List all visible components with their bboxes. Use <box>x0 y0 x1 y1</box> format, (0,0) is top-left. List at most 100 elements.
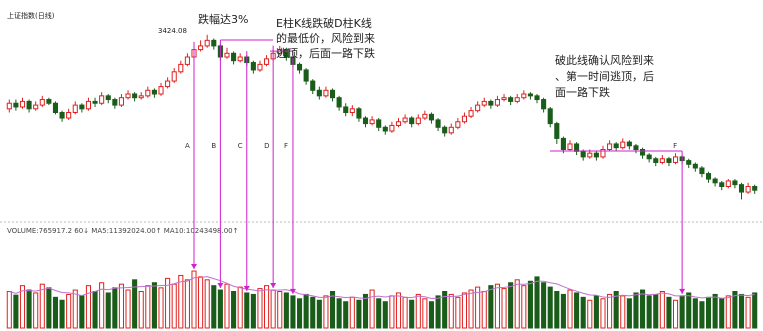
volume-bar <box>105 292 111 329</box>
volume-bar <box>211 285 217 329</box>
candle-body <box>554 123 560 139</box>
candle-body <box>593 152 599 158</box>
candle <box>640 147 646 159</box>
candle-body <box>567 143 573 150</box>
candle <box>316 86 322 100</box>
candle-body <box>527 93 533 97</box>
candle <box>250 60 256 74</box>
candle-body <box>422 113 428 119</box>
volume-bar <box>283 292 289 329</box>
candle <box>395 118 402 128</box>
candle-body <box>738 184 745 193</box>
volume-bar <box>732 291 738 329</box>
candle-body <box>475 104 481 112</box>
volume-bar <box>600 298 606 329</box>
volume-bar <box>468 289 474 329</box>
volume-bar <box>369 289 375 329</box>
candle <box>633 143 639 154</box>
candle <box>501 94 507 102</box>
volume-bar <box>329 291 336 329</box>
candle-body <box>620 141 626 149</box>
volume-ma-line <box>9 276 755 300</box>
volume-label: VOLUME:765917.2 60↓ MA5:11392024.00↑ MA1… <box>7 227 239 235</box>
volume-bar <box>587 299 593 329</box>
candle <box>593 151 599 161</box>
volume-bar <box>13 294 19 329</box>
candle-body <box>303 69 309 82</box>
candle-body <box>296 63 303 71</box>
volume-bar <box>481 291 487 329</box>
candle-body <box>541 99 547 110</box>
candle <box>362 116 369 128</box>
candle-body <box>448 126 454 134</box>
candle <box>6 99 12 113</box>
volume-bar <box>52 296 59 329</box>
candle-body <box>59 112 65 119</box>
volume-bar <box>527 280 533 329</box>
candle <box>686 158 692 168</box>
candle-body <box>699 167 705 175</box>
candle-body <box>514 97 520 102</box>
candle <box>72 101 78 115</box>
volume-bar <box>389 295 395 329</box>
volume-bar <box>46 287 52 329</box>
volume-bar <box>171 283 177 329</box>
candle <box>415 114 421 126</box>
volume-bar <box>277 291 283 329</box>
candle <box>178 60 184 74</box>
candle-body <box>481 100 487 106</box>
candle-body <box>468 110 474 117</box>
candlestick-series <box>6 34 758 200</box>
candle-body <box>574 143 580 152</box>
candle <box>508 95 514 106</box>
candle <box>85 97 92 111</box>
volume-bar <box>85 285 92 329</box>
volume-bar <box>125 289 131 329</box>
annotation-e-line1: E柱K线跌破D柱K线 <box>276 16 372 30</box>
candle <box>39 95 45 107</box>
volume-bar <box>461 292 468 329</box>
candle <box>224 47 230 59</box>
volume-bar <box>402 296 408 329</box>
volume-bar <box>448 293 454 329</box>
candle <box>356 106 362 122</box>
candle-body <box>719 182 725 188</box>
annotation-f-line2: 、第一时间逃顶，后 <box>555 69 654 83</box>
candle <box>738 182 745 200</box>
volume-bar <box>554 291 560 329</box>
marker-label: A <box>185 142 190 150</box>
candle-body <box>66 112 72 119</box>
volume-bar <box>33 292 39 329</box>
volume-bar <box>39 283 45 329</box>
marker-label: C <box>238 142 243 150</box>
candle-body <box>72 104 78 113</box>
candle-body <box>85 100 92 110</box>
volume-bar <box>508 282 514 329</box>
volume-bar <box>349 296 355 329</box>
marker-arrowhead <box>243 285 250 291</box>
candle <box>514 94 520 104</box>
candle-body <box>19 100 26 108</box>
volume-bar <box>521 285 527 329</box>
volume-bar <box>633 292 639 329</box>
volume-bar <box>646 295 652 329</box>
candle-body <box>752 186 758 191</box>
candle-body <box>112 99 118 106</box>
volume-bar <box>415 293 421 329</box>
volume-bar <box>395 292 402 329</box>
volume-bar <box>356 299 362 329</box>
candle-body <box>264 58 270 65</box>
candle-body <box>79 104 85 110</box>
volume-bar <box>250 293 256 329</box>
candle <box>310 79 316 94</box>
candle-body <box>547 108 553 125</box>
candle-body <box>6 102 12 110</box>
volume-bar <box>547 286 553 329</box>
candle-body <box>145 89 151 97</box>
volume-bar <box>316 299 322 329</box>
volume-bar <box>270 289 276 329</box>
volume-bar <box>310 296 316 329</box>
volume-bar <box>290 295 296 329</box>
volume-bar <box>224 283 230 329</box>
